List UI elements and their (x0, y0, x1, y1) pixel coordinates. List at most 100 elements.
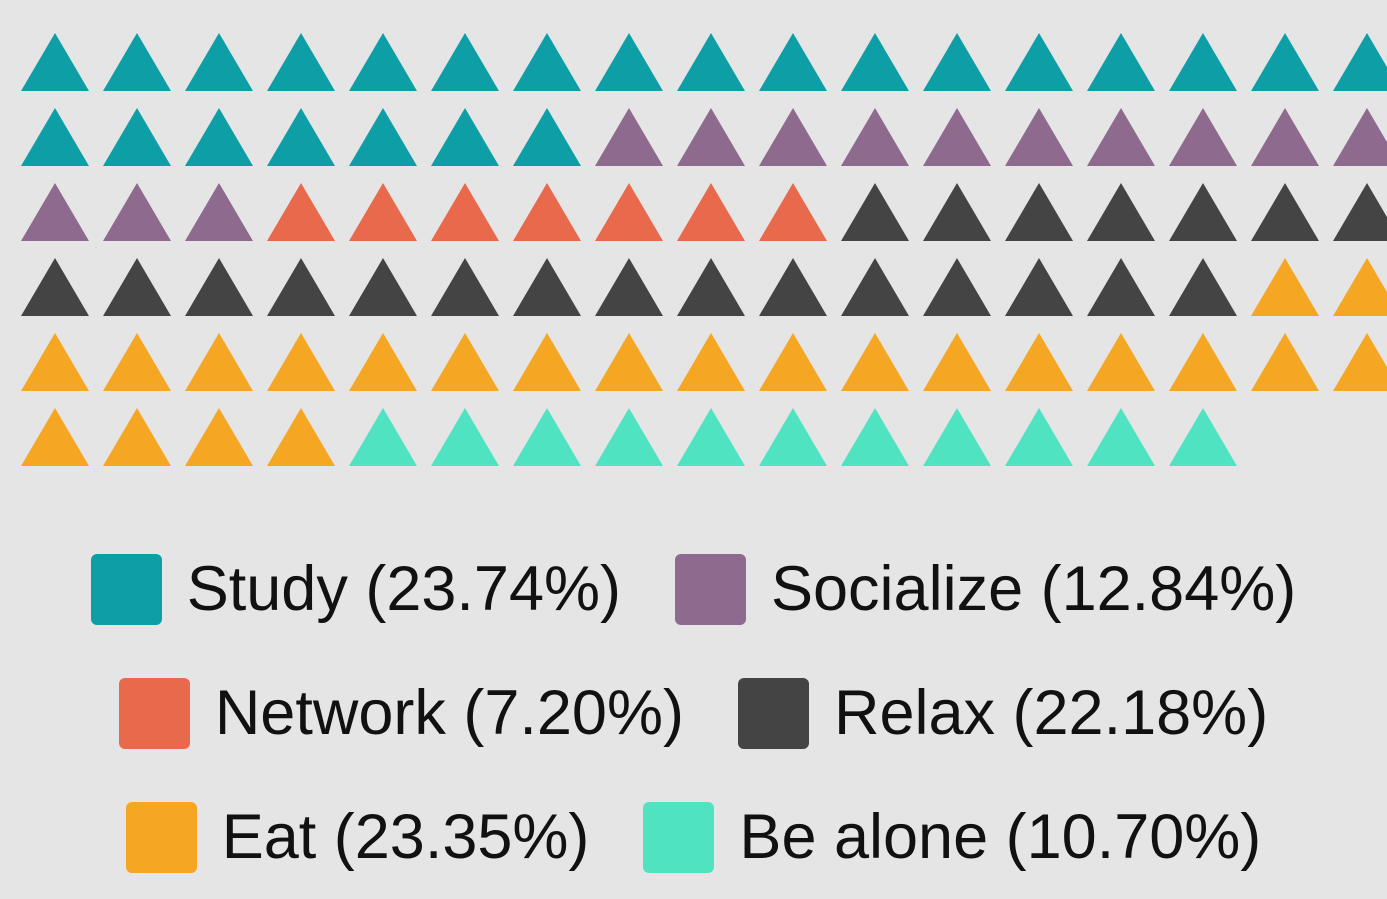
legend-item: Socialize (12.84%) (674, 553, 1297, 625)
icon (185, 333, 253, 391)
icon (431, 333, 499, 391)
icon (677, 408, 745, 466)
icon (185, 258, 253, 316)
icon (349, 183, 417, 241)
icon (1087, 183, 1155, 241)
icon (841, 333, 909, 391)
icon (595, 258, 663, 316)
icon (759, 108, 827, 166)
icon (759, 258, 827, 316)
legend-swatch (737, 677, 809, 749)
legend-label: Network (7.20%) (214, 678, 684, 748)
icon (185, 108, 253, 166)
icon (513, 333, 581, 391)
icon (1333, 258, 1387, 316)
icon (431, 183, 499, 241)
icon (1251, 183, 1319, 241)
icon (103, 108, 171, 166)
icon (1005, 258, 1073, 316)
icon (841, 408, 909, 466)
icon (1087, 258, 1155, 316)
icon (431, 408, 499, 466)
icon (595, 408, 663, 466)
icon (1251, 33, 1319, 91)
icon (1251, 108, 1319, 166)
legend-swatch (643, 801, 715, 873)
icon (1005, 33, 1073, 91)
icon (21, 108, 89, 166)
icon (1005, 408, 1073, 466)
icon (349, 333, 417, 391)
icon (267, 183, 335, 241)
icon (267, 333, 335, 391)
legend: Study (23.74%) Socialize (12.84%) Network … (0, 527, 1387, 899)
icon (103, 33, 171, 91)
icon (1087, 333, 1155, 391)
icon (21, 183, 89, 241)
legend-item: Be alone (10.70%) (643, 801, 1261, 873)
icon (185, 183, 253, 241)
icon (431, 108, 499, 166)
icon (1169, 258, 1237, 316)
icon (595, 108, 663, 166)
icon (267, 258, 335, 316)
icon (595, 33, 663, 91)
icon (923, 108, 991, 166)
icon (513, 108, 581, 166)
legend-item: Network (7.20%) (118, 677, 684, 749)
icon (1333, 333, 1387, 391)
icon (349, 33, 417, 91)
icon (1087, 33, 1155, 91)
icon (1087, 108, 1155, 166)
legend-label: Study (23.74%) (186, 554, 621, 624)
icon (595, 183, 663, 241)
legend-item: Relax (22.18%) (737, 677, 1269, 749)
icon (1333, 33, 1387, 91)
icon (677, 108, 745, 166)
icon (923, 183, 991, 241)
icon (923, 333, 991, 391)
icon-grid (21, 33, 1387, 466)
icon (759, 33, 827, 91)
icon (759, 333, 827, 391)
icon (349, 258, 417, 316)
icon (677, 183, 745, 241)
icon (513, 258, 581, 316)
icon (677, 333, 745, 391)
icon (431, 33, 499, 91)
icon (1333, 108, 1387, 166)
icon (185, 33, 253, 91)
icon (923, 33, 991, 91)
icon (1169, 33, 1237, 91)
icon (513, 408, 581, 466)
icon (21, 33, 89, 91)
icon (103, 258, 171, 316)
icon (513, 33, 581, 91)
icon (841, 183, 909, 241)
legend-label: Relax (22.18%) (833, 678, 1269, 748)
icon (267, 108, 335, 166)
icon (1169, 108, 1237, 166)
legend-swatch (90, 553, 162, 625)
legend-row: Study (23.74%) Socialize (12.84%) (0, 527, 1387, 651)
legend-label: Socialize (12.84%) (770, 554, 1297, 624)
legend-swatch (674, 553, 746, 625)
icon (513, 183, 581, 241)
icon (21, 258, 89, 316)
legend-item: Study (23.74%) (90, 553, 621, 625)
icon (759, 183, 827, 241)
icon (1087, 408, 1155, 466)
legend-item: Eat (23.35%) (125, 801, 589, 873)
icon (1251, 333, 1319, 391)
icon (677, 258, 745, 316)
icon (1005, 108, 1073, 166)
icon (677, 33, 745, 91)
icon (267, 33, 335, 91)
icon (1005, 183, 1073, 241)
icon (1005, 333, 1073, 391)
icon (267, 408, 335, 466)
icon (595, 333, 663, 391)
icon (349, 408, 417, 466)
icon (103, 183, 171, 241)
